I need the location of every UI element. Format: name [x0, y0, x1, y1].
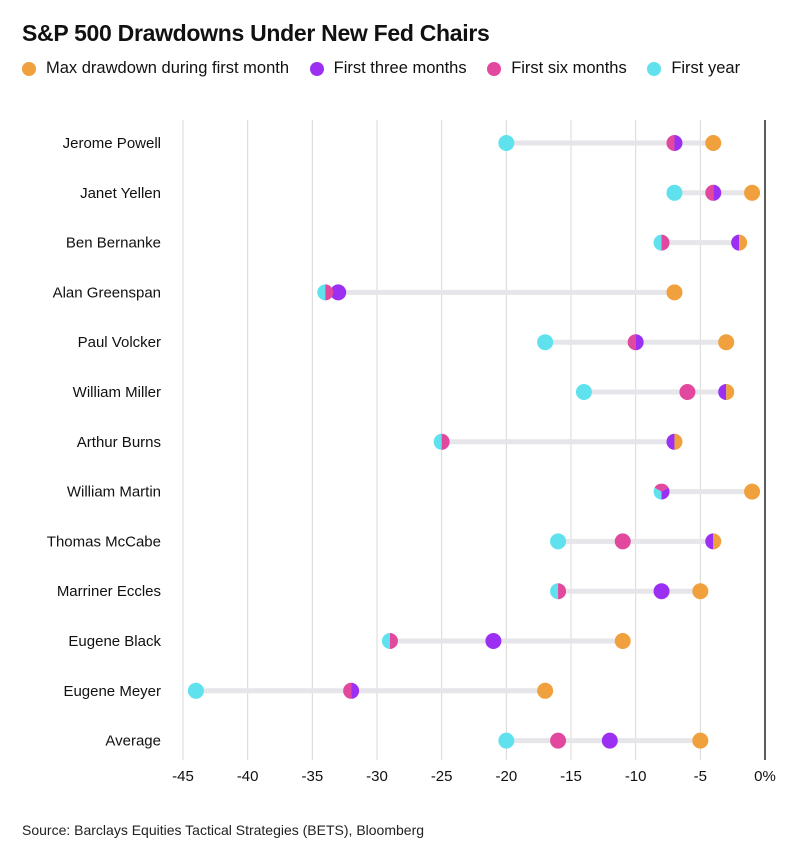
data-point	[498, 135, 515, 151]
source-note: Source: Barclays Equities Tactical Strat…	[22, 822, 425, 838]
data-point	[674, 135, 683, 151]
x-tick-label: -35	[301, 768, 323, 785]
data-point	[187, 682, 204, 699]
data-point	[666, 433, 675, 450]
data-point	[433, 433, 442, 450]
category-label: Eugene Meyer	[63, 683, 161, 700]
data-point	[558, 583, 567, 600]
data-point	[653, 234, 662, 251]
data-point	[614, 633, 631, 649]
data-point	[718, 384, 727, 400]
chart-title: S&P 500 Drawdowns Under New Fed Chairs	[22, 20, 490, 46]
category-label: Alan Greenspan	[53, 284, 161, 301]
data-point	[537, 682, 554, 699]
data-point	[550, 732, 567, 749]
x-tick-label: -45	[172, 768, 194, 785]
data-point	[653, 487, 662, 500]
x-tick-label: -15	[560, 768, 582, 785]
category-label: Average	[105, 733, 161, 750]
legend-item: First year	[647, 57, 740, 80]
legend-swatch-first-month	[22, 61, 36, 76]
data-point	[601, 732, 618, 749]
x-tick-label: -20	[495, 768, 517, 785]
data-point	[713, 533, 722, 550]
data-point	[343, 682, 352, 699]
x-tick-label: -40	[237, 768, 259, 785]
data-point	[550, 583, 559, 600]
data-point	[351, 682, 360, 699]
legend-label: First three months	[333, 59, 467, 77]
data-point	[705, 533, 714, 550]
data-point	[550, 533, 567, 550]
category-label: Janet Yellen	[80, 185, 161, 202]
data-point	[614, 533, 631, 550]
data-point	[325, 284, 334, 301]
data-point	[661, 487, 670, 500]
category-label: Paul Volcker	[78, 334, 161, 351]
data-point	[726, 384, 735, 400]
data-point	[705, 135, 722, 151]
data-point	[692, 732, 709, 749]
legend-item: Max drawdown during first month	[22, 57, 289, 80]
data-point	[718, 334, 735, 351]
x-tick-label: 0%	[754, 768, 776, 785]
x-tick-label: -25	[431, 768, 453, 785]
legend-swatch-three-months	[309, 61, 324, 76]
data-point	[713, 184, 722, 201]
category-label: William Miller	[73, 384, 161, 401]
category-label: Eugene Black	[68, 633, 161, 650]
legend: Max drawdown during first month First th…	[22, 57, 762, 83]
legend-swatch-six-months	[487, 61, 502, 76]
data-point	[661, 234, 670, 251]
x-tick-label: -5	[694, 768, 707, 785]
data-point	[731, 234, 740, 251]
data-point	[330, 284, 347, 301]
legend-label: Max drawdown during first month	[46, 59, 290, 77]
x-tick-label: -30	[366, 768, 388, 785]
data-point	[317, 284, 326, 301]
legend-label: First six months	[511, 59, 627, 77]
data-point	[389, 633, 398, 649]
category-label: Ben Bernanke	[66, 235, 161, 252]
legend-swatch-first-year	[647, 61, 662, 76]
data-point	[744, 184, 761, 201]
category-label: Thomas McCabe	[47, 533, 161, 550]
category-label: Marriner Eccles	[57, 583, 161, 600]
data-point	[627, 334, 636, 351]
data-point	[653, 583, 670, 600]
data-point	[674, 433, 683, 450]
category-label: Jerome Powell	[63, 135, 161, 152]
data-point	[692, 583, 709, 600]
data-point	[679, 384, 696, 400]
data-point	[498, 732, 515, 749]
data-point	[666, 184, 683, 201]
x-tick-label: -10	[625, 768, 647, 785]
data-point	[635, 334, 644, 351]
data-point	[666, 284, 683, 301]
data-point	[485, 633, 502, 649]
data-point	[705, 184, 714, 201]
legend-label: First year	[671, 59, 741, 77]
legend-item: First three months	[309, 57, 467, 80]
data-point	[575, 384, 592, 400]
data-point	[381, 633, 390, 649]
data-point	[441, 433, 450, 450]
data-point	[537, 334, 554, 351]
data-point	[666, 135, 675, 151]
data-point	[744, 483, 761, 500]
category-label: Arthur Burns	[77, 434, 161, 451]
legend-item: First six months	[487, 57, 627, 80]
category-label: William Martin	[67, 484, 161, 501]
data-point	[739, 234, 748, 251]
